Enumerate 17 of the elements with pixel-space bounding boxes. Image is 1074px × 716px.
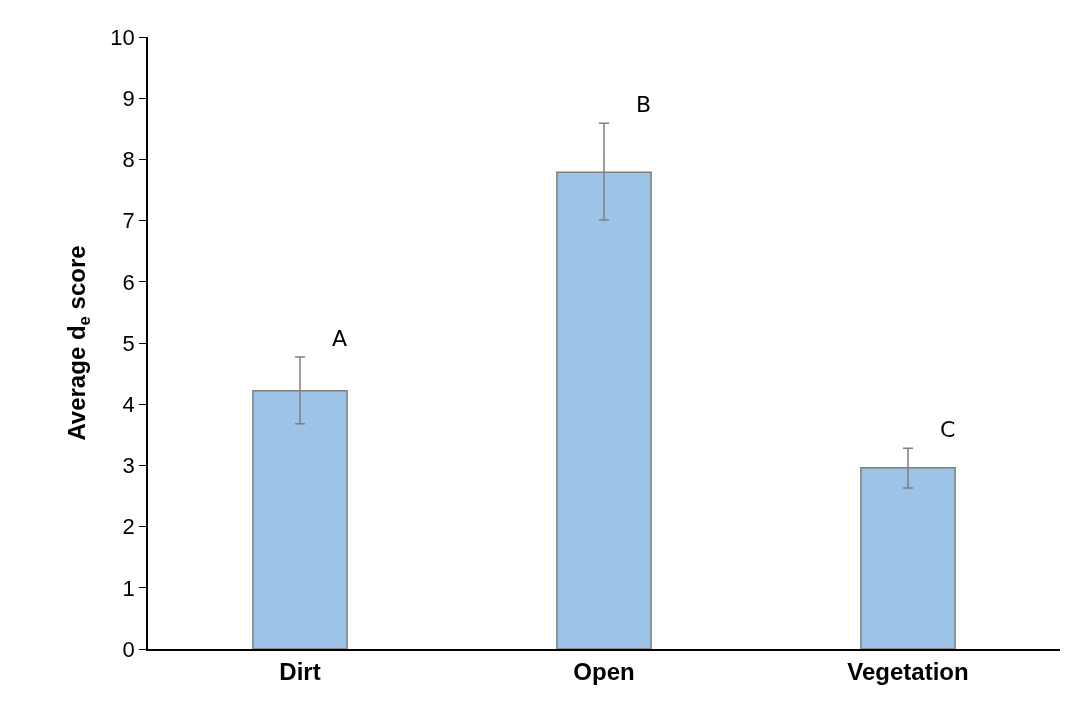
annotation: A <box>332 326 348 351</box>
y-tick-label: 2 <box>122 514 135 540</box>
annotation: C <box>940 417 956 442</box>
y-tick-label: 9 <box>122 85 135 111</box>
y-tick-label: 5 <box>122 330 135 356</box>
y-tick-label: 4 <box>122 391 135 417</box>
y-tick-label: 3 <box>122 453 135 479</box>
y-tick-label: 10 <box>110 24 135 50</box>
y-tick-label: 1 <box>122 575 135 601</box>
y-tick-label: 8 <box>122 147 135 173</box>
y-tick-label: 0 <box>122 636 135 662</box>
x-tick-label: Dirt <box>279 657 321 685</box>
x-tick-label: Open <box>573 657 635 685</box>
annotation: B <box>636 92 652 117</box>
y-tick-label: 6 <box>122 269 135 295</box>
x-tick-label: Vegetation <box>847 657 969 685</box>
y-tick-label: 7 <box>122 208 135 234</box>
